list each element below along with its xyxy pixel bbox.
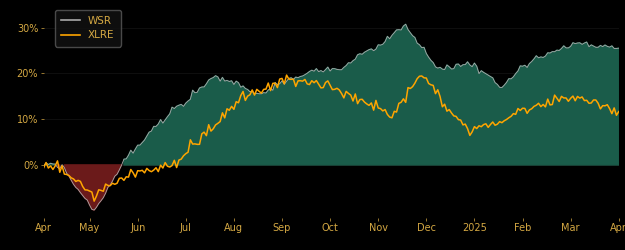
Legend: WSR, XLRE: WSR, XLRE <box>55 10 121 46</box>
